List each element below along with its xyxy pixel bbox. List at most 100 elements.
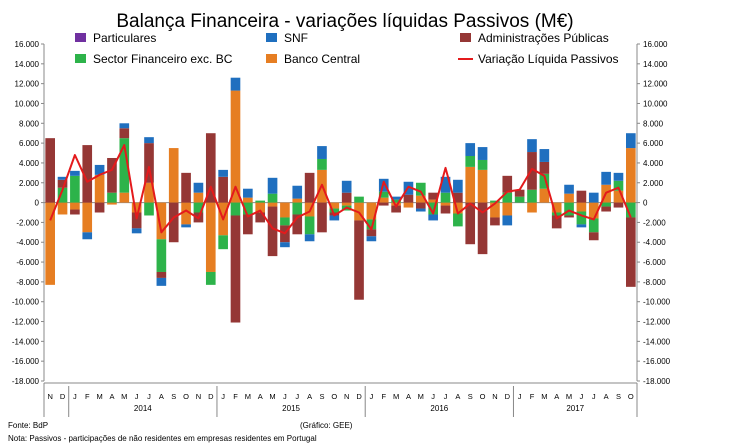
- bar-administra-es-p-blicas: [156, 271, 167, 278]
- bar-snf: [366, 236, 377, 242]
- y-tick-label: 4.000: [19, 159, 40, 168]
- bar-snf: [280, 242, 290, 248]
- bar-banco-central: [403, 202, 414, 208]
- bar-snf: [539, 149, 550, 162]
- y-tick-label: 14.000: [15, 60, 40, 69]
- month-label: A: [455, 392, 460, 401]
- month-label: N: [344, 392, 349, 401]
- bar-banco-central: [267, 202, 278, 207]
- bar-banco-central: [415, 195, 426, 203]
- bar-administra-es-p-blicas: [366, 229, 377, 237]
- bar-administra-es-p-blicas: [601, 206, 611, 212]
- month-label: F: [381, 392, 386, 401]
- bar-sector-financeiro-exc-bc: [267, 193, 278, 203]
- bar-snf: [477, 147, 488, 160]
- month-label: M: [96, 392, 102, 401]
- chart-credit: (Gráfico: GEE): [300, 421, 353, 430]
- right-tick-label: -2.000: [643, 218, 666, 227]
- bar-administra-es-p-blicas: [403, 194, 414, 203]
- bar-banco-central: [70, 202, 80, 210]
- bar-administra-es-p-blicas: [304, 172, 315, 203]
- bar-snf: [329, 215, 340, 221]
- month-label: O: [480, 392, 486, 401]
- bar-snf: [601, 171, 611, 185]
- month-label: F: [233, 392, 238, 401]
- bar-sector-financeiro-exc-bc: [354, 196, 364, 203]
- month-label: D: [505, 392, 511, 401]
- bar-banco-central: [564, 193, 574, 203]
- right-tick-label: -10.000: [643, 298, 671, 307]
- bar-banco-central: [378, 197, 389, 203]
- bar-administra-es-p-blicas: [354, 220, 364, 300]
- bar-administra-es-p-blicas: [341, 192, 352, 203]
- month-label: A: [109, 392, 114, 401]
- bar-sector-financeiro-exc-bc: [107, 192, 117, 203]
- right-tick-label: -6.000: [643, 258, 666, 267]
- right-tick-label: 8.000: [643, 119, 664, 128]
- bar-administra-es-p-blicas: [267, 206, 278, 257]
- legend-swatch-banco-central: [266, 54, 277, 63]
- bar-administra-es-p-blicas: [440, 205, 451, 214]
- bar-sector-financeiro-exc-bc: [304, 216, 315, 235]
- bar-sector-financeiro-exc-bc: [156, 239, 167, 272]
- year-label: 2014: [134, 404, 152, 413]
- bar-administra-es-p-blicas: [502, 175, 513, 193]
- y-tick-label: -4.000: [16, 238, 39, 247]
- month-label: O: [183, 392, 189, 401]
- month-label: M: [245, 392, 251, 401]
- bar-administra-es-p-blicas: [465, 202, 476, 245]
- bar-sector-financeiro-exc-bc: [502, 192, 513, 203]
- y-tick-label: 10.000: [15, 99, 40, 108]
- y-tick-label: 6.000: [19, 139, 40, 148]
- bar-banco-central: [391, 202, 401, 206]
- bar-sector-financeiro-exc-bc: [477, 159, 488, 170]
- y-tick-label: -2.000: [16, 218, 39, 227]
- bar-snf: [588, 192, 599, 203]
- bar-sector-financeiro-exc-bc: [292, 202, 303, 215]
- bar-snf: [415, 208, 426, 212]
- bar-snf: [465, 143, 476, 157]
- bar-banco-central: [329, 202, 340, 209]
- bar-administra-es-p-blicas: [588, 232, 599, 241]
- y-tick-label: 2.000: [19, 179, 40, 188]
- bar-banco-central: [626, 148, 636, 203]
- month-label: J: [580, 392, 584, 401]
- bar-snf: [218, 169, 228, 177]
- bar-banco-central: [502, 202, 513, 216]
- bar-snf: [156, 277, 167, 286]
- bar-snf: [527, 139, 537, 153]
- footnote: Nota: Passivos - participações de não re…: [8, 434, 317, 443]
- month-label: J: [295, 392, 299, 401]
- bar-sector-financeiro-exc-bc: [440, 192, 451, 203]
- bar-sector-financeiro-exc-bc: [230, 202, 241, 216]
- bar-administra-es-p-blicas: [428, 192, 438, 200]
- bar-banco-central: [440, 202, 451, 206]
- month-label: J: [518, 392, 522, 401]
- bar-banco-central: [193, 192, 204, 203]
- bar-snf: [243, 188, 253, 198]
- bar-sector-financeiro-exc-bc: [193, 202, 204, 213]
- month-label: N: [47, 392, 52, 401]
- year-label: 2016: [430, 404, 448, 413]
- y-tick-label: 16.000: [15, 40, 40, 49]
- month-label: A: [307, 392, 312, 401]
- month-label: F: [530, 392, 535, 401]
- bar-administra-es-p-blicas: [391, 205, 401, 213]
- bar-snf: [626, 133, 636, 149]
- bar-administra-es-p-blicas: [576, 190, 587, 203]
- bar-banco-central: [588, 202, 599, 219]
- right-tick-label: -8.000: [643, 278, 666, 287]
- bar-snf: [230, 77, 241, 91]
- month-label: A: [159, 392, 164, 401]
- right-tick-label: -18.000: [643, 377, 671, 386]
- bar-sector-financeiro-exc-bc: [317, 158, 327, 170]
- legend-swatch-snf: [266, 33, 277, 42]
- legend-label-snf: SNF: [284, 31, 308, 45]
- bar-sector-financeiro-exc-bc: [527, 189, 537, 203]
- bar-banco-central: [230, 90, 241, 203]
- net-line-layer: [49, 144, 632, 235]
- bar-sector-financeiro-exc-bc: [243, 202, 253, 215]
- bar-administra-es-p-blicas: [57, 179, 68, 188]
- bar-administra-es-p-blicas: [230, 215, 241, 323]
- bar-sector-financeiro-exc-bc: [391, 199, 401, 203]
